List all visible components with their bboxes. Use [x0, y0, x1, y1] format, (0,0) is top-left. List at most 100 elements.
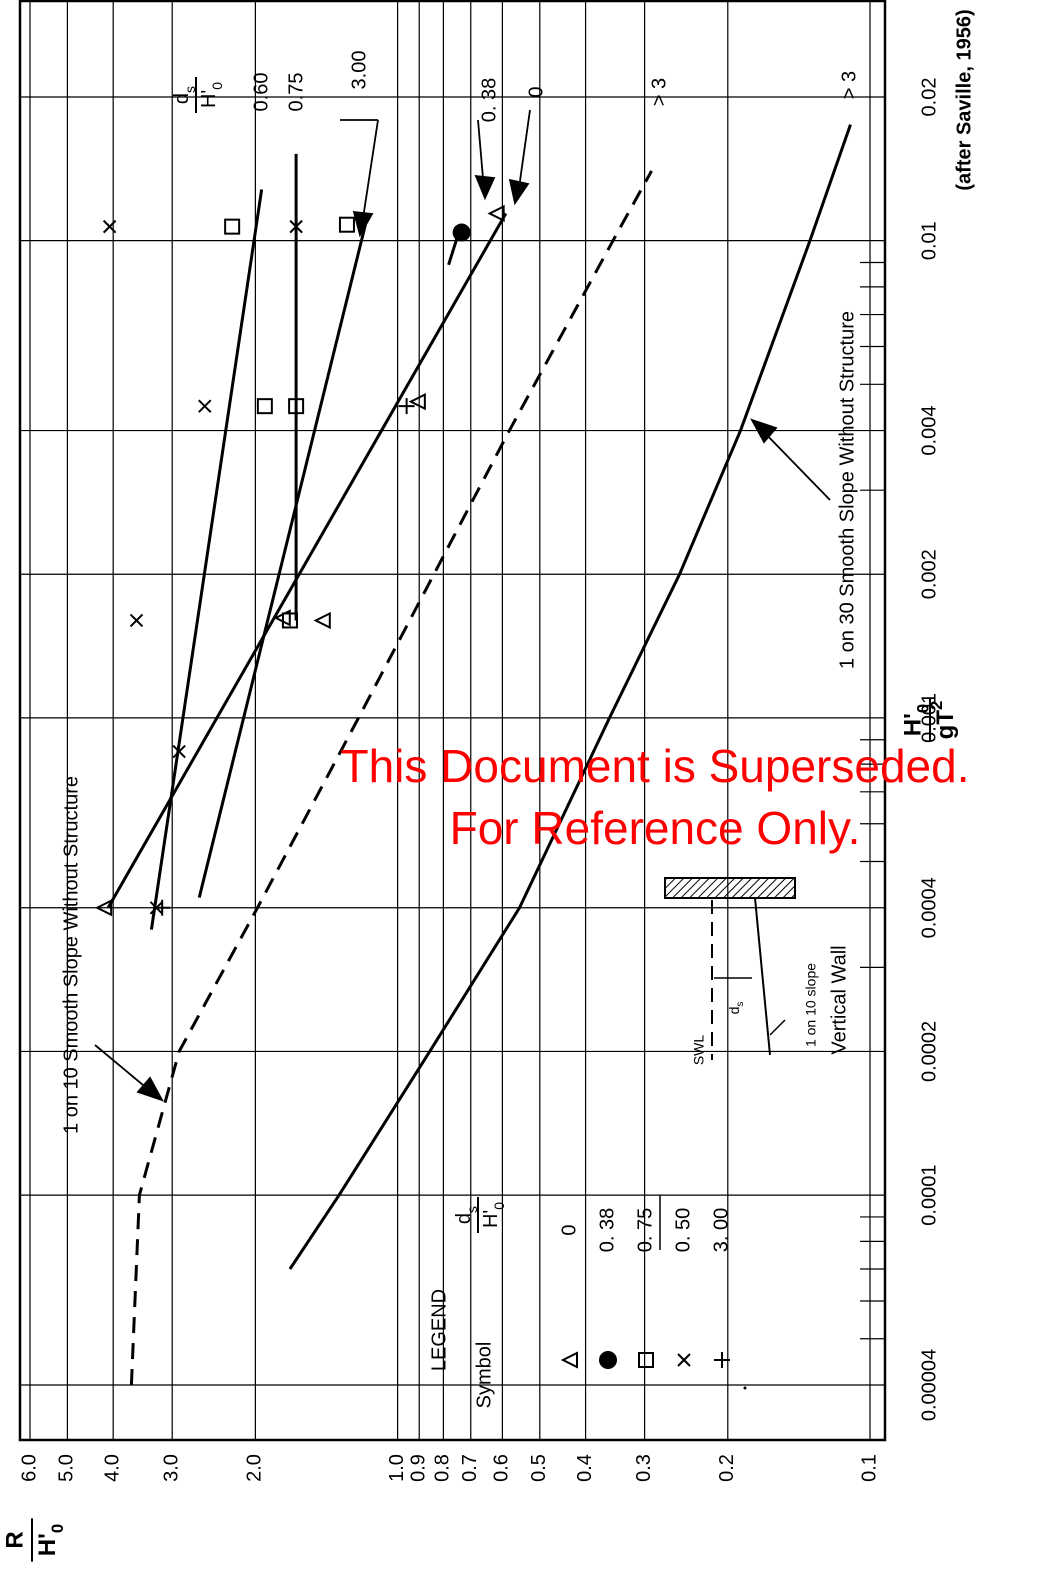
inset-depth: ds	[726, 1002, 746, 1015]
curve	[106, 212, 508, 909]
marker-plus	[714, 1352, 730, 1368]
marker-circle	[452, 223, 471, 242]
marker-square	[338, 216, 355, 233]
curve	[129, 170, 653, 1386]
marker-triangle	[408, 392, 426, 411]
numerator-text: R	[2, 1531, 29, 1548]
y-tick-label: 1.0	[386, 1454, 408, 1482]
curve	[197, 224, 367, 899]
numerator-text: d	[171, 93, 193, 104]
denominator-sup: 2	[927, 701, 946, 710]
curve-label: 3.00	[348, 51, 370, 90]
denominator: H'0	[34, 1524, 67, 1556]
x-tick-label: 0.01	[918, 221, 940, 260]
legend-ratio: 3. 00	[710, 1208, 732, 1252]
fraction: dsH'0	[453, 1197, 507, 1233]
denominator-text: gT	[932, 710, 959, 740]
arrowhead	[474, 174, 496, 201]
leader	[517, 109, 531, 196]
y-tick-label: 4.0	[101, 1454, 123, 1482]
x-tick-label: 0.0002	[918, 1021, 940, 1082]
slope-arrow	[769, 1019, 786, 1036]
marker-square	[224, 218, 241, 235]
y-tick-label: 0.7	[459, 1454, 481, 1482]
marker-square	[638, 1352, 654, 1368]
inset-depth-sub: s	[735, 1002, 746, 1007]
legend-title: LEGEND	[428, 1289, 450, 1371]
legend-ratio: 0	[558, 1224, 580, 1235]
fraction: R H'0	[2, 1518, 67, 1562]
marker-triangle	[313, 611, 331, 630]
slope-line	[754, 897, 771, 1056]
y-tick-label: 0.3	[633, 1454, 655, 1482]
marker-square	[288, 398, 305, 415]
marker-triangle	[487, 204, 505, 223]
marker-cross	[198, 399, 212, 413]
y-tick-label: 0.4	[574, 1454, 596, 1482]
marker-triangle	[560, 1351, 578, 1369]
denominator-sub: 0	[491, 1202, 507, 1210]
curve-label: > 3	[838, 71, 860, 99]
watermark: This Document is Superseded.	[341, 740, 970, 792]
marker-cross	[677, 1353, 691, 1367]
curve-label: 0	[525, 86, 547, 97]
x-tick-label: 0.002	[918, 549, 940, 599]
numerator-sub: s	[182, 86, 198, 93]
legend-ratio: 0. 75	[634, 1208, 656, 1252]
marker-cross	[289, 219, 303, 234]
fraction: dsH'0	[171, 77, 225, 113]
wall-cap	[664, 877, 796, 899]
y-tick-label: 5.0	[56, 1454, 78, 1482]
leader	[759, 427, 831, 501]
denominator-text: H'	[480, 1210, 502, 1228]
marker-cross	[172, 744, 186, 759]
curve-label: 0.60	[250, 73, 272, 112]
numerator: R	[2, 1531, 29, 1548]
numerator-text: H'	[900, 713, 927, 736]
marker-square	[281, 612, 298, 629]
inset-sketch	[664, 877, 796, 1060]
y-tick-label: 0.8	[432, 1454, 454, 1482]
curve	[288, 124, 852, 1270]
marker-square	[256, 398, 273, 415]
denominator-text: H'	[34, 1533, 61, 1556]
plot-frame	[18, 0, 887, 1442]
numerator-sub: 0	[913, 704, 932, 713]
y-tick-label: 0.9	[407, 1454, 429, 1482]
arrowhead	[352, 210, 374, 238]
curve	[149, 189, 264, 930]
y-tick-label: 0.1	[858, 1454, 880, 1482]
marker-cross	[102, 219, 117, 234]
y-tick-label: 0.5	[528, 1454, 550, 1482]
x-tick-label: 0.02	[918, 78, 940, 117]
denominator: H'0	[198, 82, 224, 108]
legend-ratio: 0. 50	[672, 1208, 694, 1252]
denominator-text: H'	[198, 90, 220, 108]
y-tick-label: 3.0	[160, 1454, 182, 1482]
watermark: For Reference Only.	[450, 802, 861, 854]
marker-circle	[599, 1351, 617, 1369]
numerator: ds	[171, 86, 197, 104]
y-tick-label: 0.6	[491, 1454, 513, 1482]
inset-depth-main: d	[726, 1007, 742, 1015]
x-tick-label: 0.004	[918, 406, 940, 456]
inset-wall: Vertical Wall	[828, 945, 850, 1054]
denominator: H'0	[480, 1202, 506, 1228]
arrowhead	[136, 1076, 164, 1102]
marker-plus	[398, 398, 415, 415]
numerator-text: d	[453, 1213, 475, 1224]
marker-plus	[154, 899, 171, 916]
denominator: gT2	[927, 701, 959, 740]
x-tick-label: 0.0001	[918, 1165, 940, 1226]
arrowhead	[508, 178, 530, 206]
curve-label: 1 on 10 Smooth Slope Without Structure	[60, 776, 82, 1134]
leader	[361, 119, 379, 226]
y-tick-label: 0.2	[716, 1454, 738, 1482]
y-tick-label: 2.0	[244, 1454, 266, 1482]
legend-symbol-header: Symbol	[473, 1342, 495, 1409]
leaders	[94, 109, 831, 1102]
numerator: H'0	[900, 704, 933, 736]
curve-label: > 3	[648, 78, 670, 106]
numerator-sub: s	[464, 1206, 480, 1213]
